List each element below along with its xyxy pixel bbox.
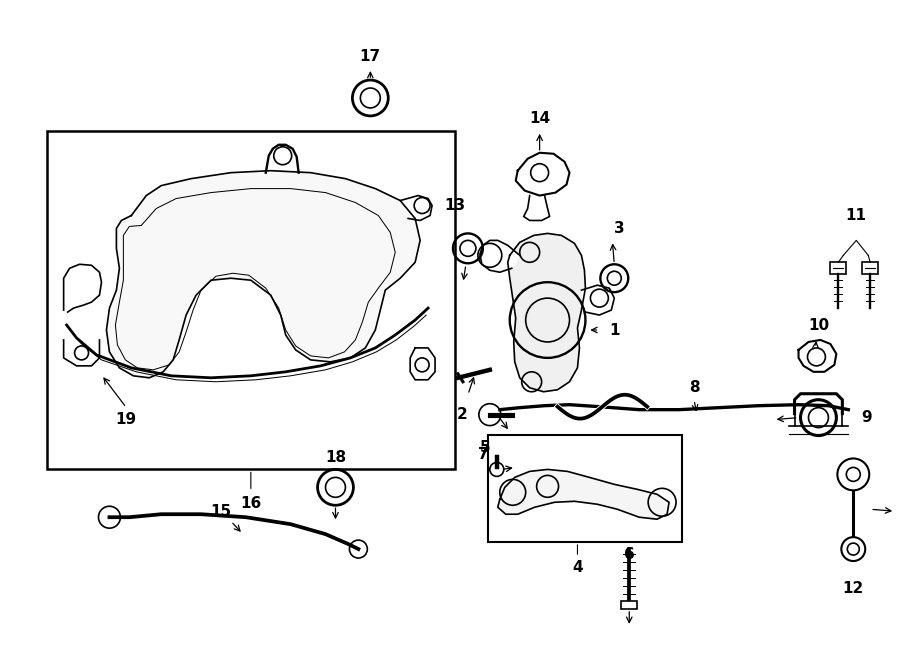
Circle shape xyxy=(847,543,860,555)
Polygon shape xyxy=(508,233,585,392)
Text: 10: 10 xyxy=(808,317,829,332)
Polygon shape xyxy=(498,469,669,519)
Text: 6: 6 xyxy=(624,547,634,562)
Polygon shape xyxy=(524,196,550,221)
Text: 1: 1 xyxy=(609,323,619,338)
Text: 7: 7 xyxy=(478,447,488,462)
Text: 3: 3 xyxy=(614,221,625,236)
Polygon shape xyxy=(798,340,836,372)
Text: 17: 17 xyxy=(360,49,381,63)
Text: 11: 11 xyxy=(846,208,867,223)
Polygon shape xyxy=(516,153,570,196)
Text: 2: 2 xyxy=(456,407,467,422)
Polygon shape xyxy=(106,171,420,378)
Text: 19: 19 xyxy=(116,412,137,427)
Text: 5: 5 xyxy=(480,440,491,455)
Text: 18: 18 xyxy=(325,450,346,465)
Text: 9: 9 xyxy=(861,410,871,425)
Bar xyxy=(862,262,878,274)
Text: 13: 13 xyxy=(445,198,465,213)
Polygon shape xyxy=(410,348,435,380)
Text: 15: 15 xyxy=(211,504,231,519)
Text: 12: 12 xyxy=(842,582,864,596)
Polygon shape xyxy=(581,285,615,315)
Text: 8: 8 xyxy=(688,380,699,395)
Text: 16: 16 xyxy=(240,496,262,511)
Text: 14: 14 xyxy=(529,112,550,126)
Bar xyxy=(831,262,846,274)
Bar xyxy=(47,131,455,469)
Polygon shape xyxy=(480,241,519,272)
Bar xyxy=(621,601,637,609)
Circle shape xyxy=(846,467,860,481)
Text: 4: 4 xyxy=(572,559,583,574)
Bar xyxy=(488,434,682,542)
Polygon shape xyxy=(64,264,102,312)
